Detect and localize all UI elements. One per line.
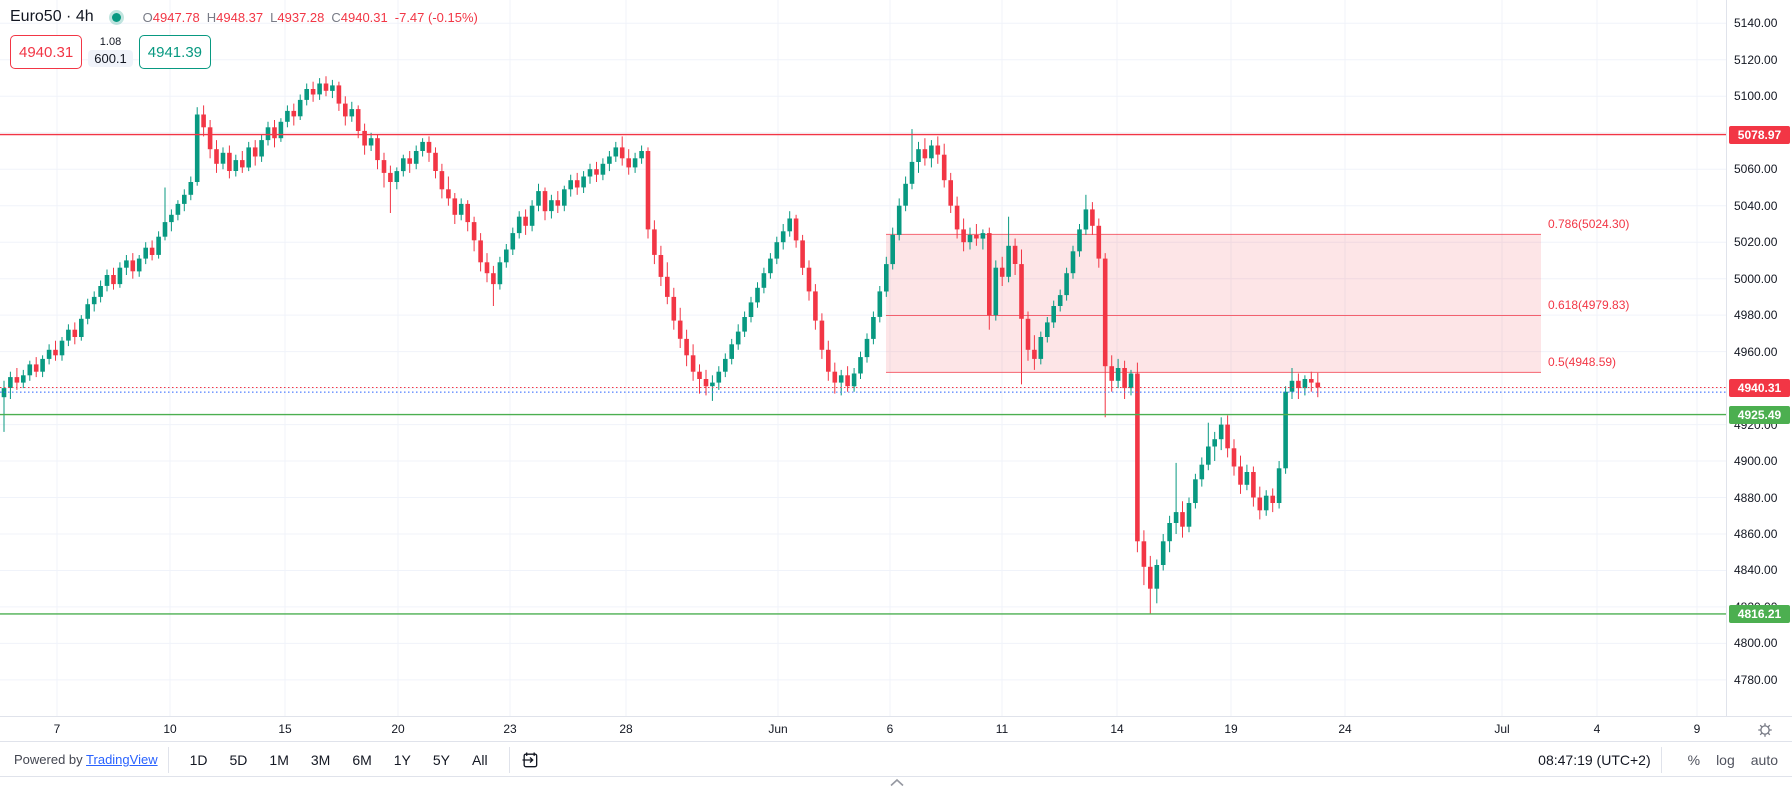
time-tick-label: 23 [503, 722, 517, 736]
price-level-badge: 5078.97 [1729, 125, 1790, 144]
price-tick-label: 5000.00 [1734, 271, 1778, 286]
symbol-header: Euro50 · 4h O4947.78 H4948.37 L4937.28 C494… [10, 6, 478, 69]
toolbar-separator [508, 746, 510, 773]
price-tick-label: 4980.00 [1734, 308, 1778, 323]
price-tick-label: 5100.00 [1734, 89, 1778, 104]
price-axis[interactable]: 5140.005120.005100.005080.005060.005040.… [1726, 0, 1792, 716]
time-axis[interactable]: 7 10 15 20 23 28 Jun 6 11 14 19 24 Jul 4 9 [0, 716, 1792, 742]
price-tick-label: 4840.00 [1734, 563, 1778, 578]
mid-value: 600.1 [88, 50, 133, 67]
market-status-dot-icon[interactable] [111, 12, 121, 22]
powered-by-label: Powered by TradingView [14, 752, 158, 767]
price-tick-label: 4780.00 [1734, 672, 1778, 687]
price-tick-label: 5020.00 [1734, 235, 1778, 250]
log-scale-button[interactable]: log [1716, 751, 1735, 768]
price-tick-label: 4960.00 [1734, 344, 1778, 359]
time-tick-label: 28 [619, 722, 633, 736]
time-tick-label: 24 [1338, 722, 1352, 736]
gear-icon[interactable] [1756, 721, 1774, 739]
range-button-1d[interactable]: 1D [189, 751, 208, 768]
price-level-badge: 4940.31 [1729, 378, 1790, 397]
percent-scale-button[interactable]: % [1687, 751, 1701, 768]
range-button-1y[interactable]: 1Y [393, 751, 411, 768]
range-button-all[interactable]: All [472, 751, 488, 768]
price-tick-label: 4860.00 [1734, 526, 1778, 541]
bottom-toolbar: Powered by TradingView 1D 5D 1M 3M 6M 1Y 5Y All… [0, 743, 1792, 777]
price-level-badge: 4925.49 [1729, 405, 1790, 424]
time-tick-label: 11 [995, 722, 1009, 736]
time-tick-label: 19 [1224, 722, 1238, 736]
fib-retracement-zone[interactable] [886, 233, 1541, 373]
price-tick-label: 4900.00 [1734, 454, 1778, 469]
change-readout: -7.47 (-0.15%) [394, 9, 478, 25]
time-tick-label: 6 [886, 722, 894, 736]
toolbar-separator [167, 746, 169, 773]
time-tick-label: 20 [391, 722, 405, 736]
price-tick-label: 5140.00 [1734, 16, 1778, 31]
price-tick-label: 5040.00 [1734, 198, 1778, 213]
symbol-title[interactable]: Euro50 · 4h [10, 8, 94, 25]
time-tick-label: 10 [163, 722, 177, 736]
range-button-6m[interactable]: 6M [352, 751, 372, 768]
range-button-5d[interactable]: 5D [229, 751, 248, 768]
go-to-date-icon[interactable] [520, 750, 540, 770]
buy-button[interactable]: 4941.39 [138, 35, 212, 69]
fib-level-label: 0.5(4948.59) [1548, 355, 1617, 370]
candles-layer[interactable] [1, 76, 1321, 615]
time-tick-label: 15 [278, 722, 292, 736]
time-tick-label: 9 [1693, 722, 1701, 736]
price-levels[interactable] [0, 133, 1726, 615]
ohlc-readout: O4947.78 H4948.37 L4937.28 C4940.31 -7.47 (-… [142, 9, 478, 25]
range-button-3m[interactable]: 3M [310, 751, 331, 768]
price-tick-label: 4800.00 [1734, 636, 1778, 651]
bid-ask-panel: 4940.31 1.08 600.1 4941.39 [10, 35, 478, 69]
candlestick-canvas[interactable] [0, 0, 1726, 716]
chart-plot-area[interactable]: 0.786(5024.30) 0.618(4979.83) 0.5(4948.59) [0, 0, 1726, 716]
toolbar-separator [1660, 746, 1662, 773]
sell-button[interactable]: 4940.31 [10, 35, 83, 69]
time-tick-label: Jul [1494, 722, 1510, 736]
price-tick-label: 5060.00 [1734, 162, 1778, 177]
toolbar-right-group: 08:47:19 (UTC+2) % log auto [1538, 746, 1778, 773]
fib-level-label: 0.786(5024.30) [1548, 217, 1630, 232]
auto-scale-button[interactable]: auto [1750, 751, 1778, 768]
time-tick-label: 4 [1593, 722, 1601, 736]
price-tick-label: 5120.00 [1734, 52, 1778, 67]
time-tick-label: 7 [53, 722, 61, 736]
time-tick-label: 14 [1110, 722, 1124, 736]
range-button-1m[interactable]: 1M [269, 751, 289, 768]
clock-readout[interactable]: 08:47:19 (UTC+2) [1538, 751, 1651, 768]
price-level-badge: 4816.21 [1729, 604, 1790, 623]
range-button-5y[interactable]: 5Y [432, 751, 451, 768]
collapse-chevron-icon[interactable] [890, 778, 904, 787]
tradingview-link[interactable]: TradingView [86, 752, 158, 767]
spread-value: 1.08 [99, 36, 122, 48]
range-buttons: 1D 5D 1M 3M 6M 1Y 5Y All [179, 752, 499, 768]
fib-level-label: 0.618(4979.83) [1548, 298, 1630, 313]
price-tick-label: 4880.00 [1734, 490, 1778, 505]
gridlines [0, 0, 1726, 716]
spread-readout: 1.08 600.1 [88, 37, 133, 67]
time-tick-label: Jun [768, 722, 788, 736]
